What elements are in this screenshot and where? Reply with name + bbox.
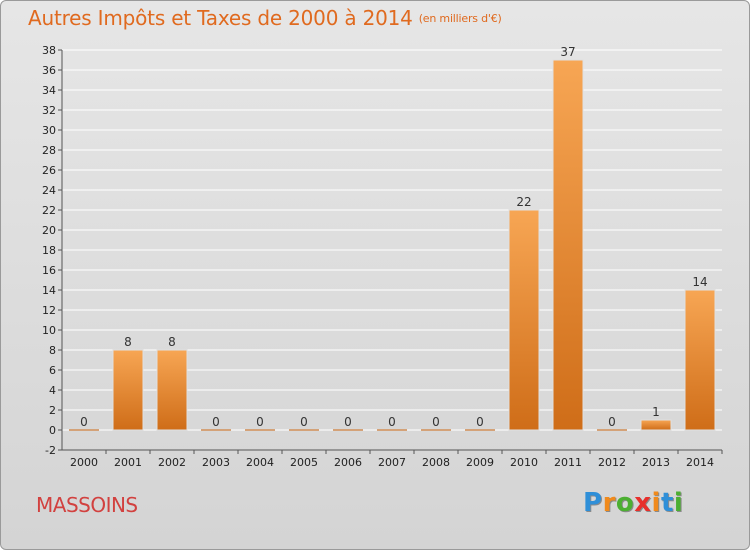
data-label-2011: 37 <box>560 45 575 59</box>
data-label-2010: 22 <box>516 195 531 209</box>
chart-unit: (en milliers d'€) <box>418 12 502 25</box>
data-label-2000: 0 <box>80 415 88 429</box>
y-tick-label: 6 <box>49 364 56 377</box>
y-tick-label: 12 <box>42 304 56 317</box>
data-label-2014: 14 <box>692 275 707 289</box>
data-label-2005: 0 <box>300 415 308 429</box>
data-label-2008: 0 <box>432 415 440 429</box>
data-label-2006: 0 <box>344 415 352 429</box>
x-tick-label: 2009 <box>466 456 494 469</box>
x-tick-label: 2014 <box>686 456 714 469</box>
x-tick-label: 2003 <box>202 456 230 469</box>
logo-letter: x <box>634 488 652 518</box>
bar-2001 <box>112 349 144 431</box>
commune-name: MASSOINS <box>36 493 138 517</box>
y-tick-label: 34 <box>42 84 56 97</box>
bar-2010 <box>508 209 540 431</box>
x-tick-label: 2012 <box>598 456 626 469</box>
logo-letter: o <box>615 488 635 518</box>
y-tick-label: 24 <box>42 184 56 197</box>
bar-2013 <box>640 419 672 431</box>
logo-letter: P <box>583 488 603 518</box>
data-label-2007: 0 <box>388 415 396 429</box>
logo-letter: i <box>651 488 661 518</box>
y-tick-label: 38 <box>42 44 56 57</box>
y-tick-label: 4 <box>49 384 56 397</box>
bar-2004 <box>245 429 275 431</box>
data-label-2009: 0 <box>476 415 484 429</box>
x-tick-label: 2013 <box>642 456 670 469</box>
y-tick-label: 16 <box>42 264 56 277</box>
y-tick-label: 8 <box>49 344 56 357</box>
data-label-2003: 0 <box>212 415 220 429</box>
y-tick-label: 36 <box>42 64 56 77</box>
data-labels: 0 8 8 0 0 0 0 0 0 0 22 37 0 1 14 <box>80 45 707 429</box>
bar-2007 <box>377 429 407 431</box>
data-label-2004: 0 <box>256 415 264 429</box>
y-tick-label: 18 <box>42 244 56 257</box>
x-axis: 2000 2001 2002 2003 2004 2005 2006 2007 2008 2009… <box>62 449 723 469</box>
data-label-2001: 8 <box>124 335 132 349</box>
bar-2002 <box>156 349 188 431</box>
x-tick-label: 2011 <box>554 456 582 469</box>
x-tick-label: 2006 <box>334 456 362 469</box>
x-tick-label: 2001 <box>114 456 142 469</box>
bar-2000 <box>69 429 99 431</box>
x-tick-label: 2000 <box>70 456 98 469</box>
logo-letter: t <box>660 488 674 518</box>
x-tick-label: 2002 <box>158 456 186 469</box>
y-tick-label: 28 <box>42 144 56 157</box>
x-tick-label: 2007 <box>378 456 406 469</box>
logo-letter: r <box>602 488 616 518</box>
x-tick-label: 2005 <box>290 456 318 469</box>
bars <box>69 59 716 431</box>
y-tick-label: 10 <box>42 324 56 337</box>
chart-title-text: Autres Impôts et Taxes de 2000 à 2014 <box>28 6 413 30</box>
bar-2009 <box>465 429 495 431</box>
logo-letter: i <box>673 488 684 518</box>
y-tick-label: 32 <box>42 104 56 117</box>
x-tick-label: 2004 <box>246 456 274 469</box>
chart-title: Autres Impôts et Taxes de 2000 à 2014 (en… <box>28 6 502 30</box>
y-tick-label: 22 <box>42 204 56 217</box>
y-tick-label: 30 <box>42 124 56 137</box>
bar-2005 <box>289 429 319 431</box>
y-tick-label: 20 <box>42 224 56 237</box>
bar-2003 <box>201 429 231 431</box>
y-tick-label: 26 <box>42 164 56 177</box>
y-tick-label: 2 <box>49 404 56 417</box>
bar-2006 <box>333 429 363 431</box>
y-tick-label: -2 <box>45 444 56 457</box>
data-label-2002: 8 <box>168 335 176 349</box>
y-tick-label: 0 <box>49 424 56 437</box>
y-tick-label: 14 <box>42 284 56 297</box>
bar-2014 <box>684 289 716 431</box>
x-tick-label: 2010 <box>510 456 538 469</box>
bar-2011 <box>552 59 584 431</box>
data-label-2012: 0 <box>608 415 616 429</box>
bar-2012 <box>597 429 627 431</box>
data-label-2013: 1 <box>652 405 660 419</box>
x-tick-label: 2008 <box>422 456 450 469</box>
proxiti-logo[interactable]: Proxiti <box>583 488 683 518</box>
bar-2008 <box>421 429 451 431</box>
